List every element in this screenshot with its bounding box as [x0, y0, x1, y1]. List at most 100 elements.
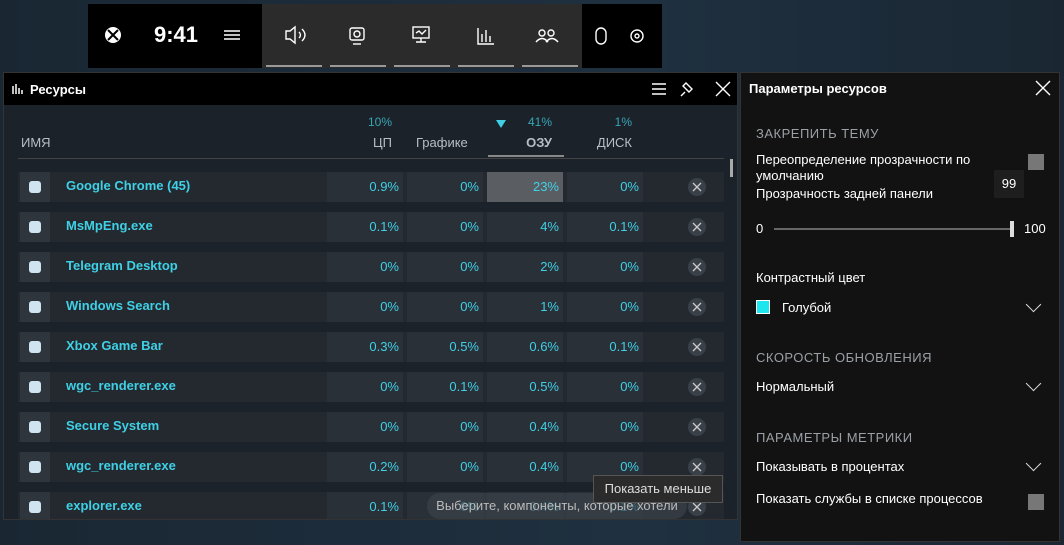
- metric-cell: 0.1%: [567, 332, 643, 362]
- metric-cell: 0.1%: [567, 212, 643, 242]
- process-name: Telegram Desktop: [66, 258, 178, 273]
- column-ram[interactable]: ОЗУ: [526, 135, 552, 150]
- metric-cell: 0%: [327, 252, 403, 282]
- menu-button[interactable]: [224, 29, 240, 43]
- metrics-value[interactable]: Показывать в процентах: [756, 459, 905, 474]
- metric-cell: 0%: [567, 252, 643, 282]
- end-task-button[interactable]: [688, 298, 706, 316]
- metric-cell: 0.9%: [327, 172, 403, 202]
- metric-cell: 0.3%: [327, 332, 403, 362]
- app-icon: [20, 332, 50, 362]
- section-header: ЗАКРЕПИТЬ ТЕМУ: [756, 126, 879, 141]
- settings-icons[interactable]: [592, 26, 652, 46]
- process-name: Secure System: [66, 418, 160, 433]
- settings-close[interactable]: [1035, 80, 1051, 96]
- process-name: Google Chrome (45): [66, 178, 191, 193]
- metric-cell: 0.2%: [327, 452, 403, 482]
- metric-cell: 1%: [487, 292, 563, 322]
- override-label: Переопределение прозрачности по умолчани…: [756, 152, 971, 183]
- cpu-total: 10%: [367, 115, 392, 129]
- metric-cell: 0%: [567, 172, 643, 202]
- column-disk[interactable]: ДИСК: [596, 135, 632, 150]
- panel-controls[interactable]: [649, 80, 734, 98]
- metric-cell: 0%: [407, 172, 483, 202]
- scrollbar[interactable]: [730, 159, 733, 177]
- metric-cell: 0%: [407, 212, 483, 242]
- settings-title: Параметры ресурсов: [749, 81, 887, 96]
- process-name: Windows Search: [66, 298, 170, 313]
- tooltip: Показать меньше: [593, 475, 723, 503]
- disk-total: 1%: [614, 115, 632, 129]
- section-header: СКОРОСТЬ ОБНОВЛЕНИЯ: [756, 350, 932, 365]
- end-task-button[interactable]: [688, 258, 706, 276]
- metric-cell: 0.1%: [327, 492, 403, 519]
- metric-cell: 23%: [487, 172, 563, 202]
- sort-arrow: [496, 120, 506, 128]
- panel-title: Ресурсы: [30, 82, 86, 97]
- app-icon: [20, 292, 50, 322]
- metric-cell: 0%: [567, 412, 643, 442]
- slider-track[interactable]: [774, 228, 1014, 230]
- accent-header: Контрастный цвет: [756, 270, 866, 285]
- app-icon: [20, 252, 50, 282]
- clock: 9:41: [154, 22, 199, 47]
- metric-cell: 0.1%: [327, 212, 403, 242]
- metric-cell: 4%: [487, 212, 563, 242]
- end-task-button[interactable]: [688, 338, 706, 356]
- settings-panel: Параметры ресурсов: [740, 72, 1060, 542]
- process-name: MsMpEng.exe: [66, 218, 153, 233]
- widget-icons[interactable]: [262, 4, 582, 68]
- slider-min: 0: [756, 221, 764, 236]
- refresh-value[interactable]: Нормальный: [756, 379, 835, 394]
- widget-bar: [262, 4, 582, 68]
- metric-cell: 0%: [567, 372, 643, 402]
- metric-cell: 0%: [407, 452, 483, 482]
- metric-cell: 0.4%: [487, 452, 563, 482]
- metric-cell: 0.4%: [487, 412, 563, 442]
- sort-underline: [488, 155, 564, 157]
- metric-cell: 0%: [407, 412, 483, 442]
- process-name: explorer.exe: [66, 498, 142, 513]
- top-bar: 9:41: [88, 4, 662, 68]
- metric-cell: 0%: [407, 252, 483, 282]
- end-task-button[interactable]: [688, 378, 706, 396]
- app-icon: [20, 372, 50, 402]
- app-icon: [20, 492, 50, 519]
- metric-cell: 0%: [327, 412, 403, 442]
- metric-cell: 0.5%: [487, 372, 563, 402]
- column-cpu[interactable]: ЦП: [373, 135, 392, 150]
- metric-cell: 0%: [407, 292, 483, 322]
- app-icon: [20, 172, 50, 202]
- process-name: wgc_renderer.exe: [66, 378, 176, 393]
- end-task-button[interactable]: [688, 418, 706, 436]
- header-divider: [18, 158, 724, 159]
- metric-cell: 0%: [327, 292, 403, 322]
- services-checkbox[interactable]: [1028, 494, 1044, 510]
- accent-value[interactable]: Голубой: [782, 300, 832, 315]
- transparency-value: 99: [994, 170, 1024, 198]
- app-icon: [20, 412, 50, 442]
- end-task-button[interactable]: [688, 218, 706, 236]
- ram-total: 41%: [527, 115, 552, 129]
- accent-swatch: [756, 300, 770, 314]
- app-icon: [20, 452, 50, 482]
- transparency-label: Прозрачность задней панели: [756, 186, 933, 201]
- end-task-button[interactable]: [688, 178, 706, 196]
- panel-icon: [12, 84, 23, 94]
- metric-cell: 0.6%: [487, 332, 563, 362]
- app-icon: [20, 212, 50, 242]
- section-header: ПАРАМЕТРЫ МЕТРИКИ: [756, 430, 913, 445]
- column-gpu[interactable]: Графике: [416, 135, 468, 150]
- metric-cell: 0.1%: [407, 372, 483, 402]
- process-name: wgc_renderer.exe: [66, 458, 176, 473]
- xbox-button[interactable]: [104, 26, 122, 44]
- column-name: ИМЯ: [21, 135, 51, 150]
- end-task-button[interactable]: [688, 458, 706, 476]
- metric-cell: 0%: [567, 292, 643, 322]
- process-name: Xbox Game Bar: [66, 338, 163, 353]
- slider-thumb[interactable]: [1009, 221, 1014, 237]
- slider-max: 100: [1024, 221, 1046, 236]
- panel-header: [4, 73, 737, 105]
- override-checkbox[interactable]: [1028, 154, 1044, 170]
